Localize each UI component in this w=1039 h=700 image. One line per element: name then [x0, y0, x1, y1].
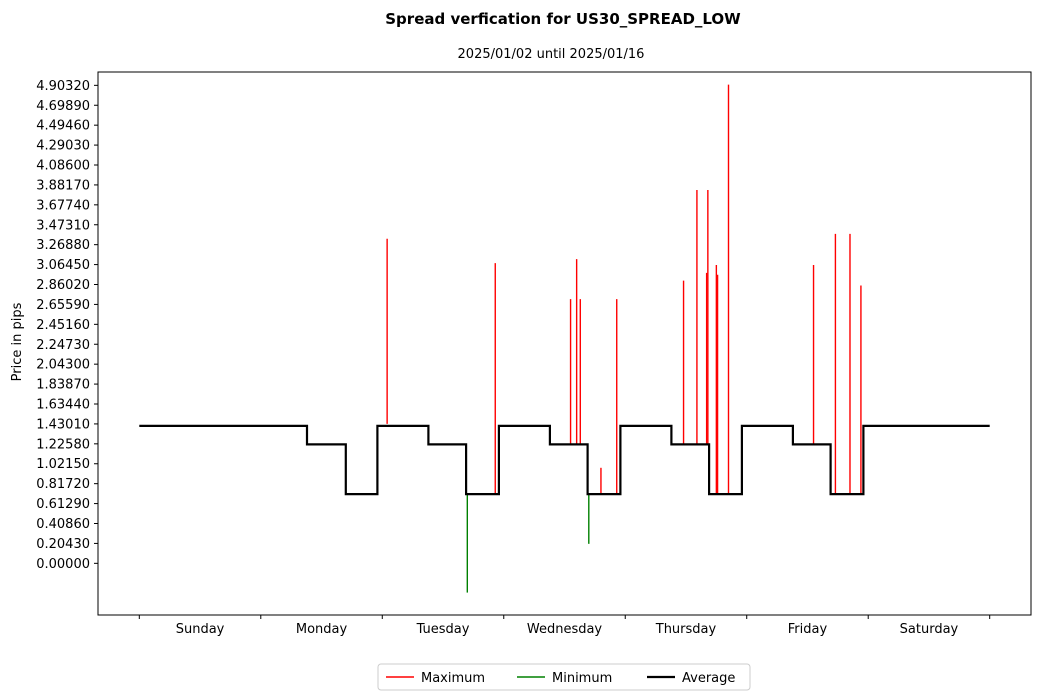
- chart-subtitle: 2025/01/02 until 2025/01/16: [458, 47, 645, 62]
- y-tick-label: 0.20430: [36, 537, 90, 552]
- y-tick-label: 2.24730: [36, 338, 90, 353]
- y-tick-label: 3.26880: [36, 238, 90, 253]
- legend-label-minimum: Minimum: [552, 671, 612, 686]
- legend-label-maximum: Maximum: [421, 671, 485, 686]
- y-tick-label: 4.08600: [36, 159, 90, 174]
- y-tick-label: 2.04300: [36, 358, 90, 373]
- plot-area-frame: [97, 71, 1032, 616]
- x-day-label: Wednesday: [527, 622, 603, 637]
- x-day-label: Tuesday: [416, 622, 470, 637]
- y-tick-label: 1.83870: [36, 378, 90, 393]
- x-day-label: Friday: [788, 622, 828, 637]
- y-tick-label: 0.40860: [36, 517, 90, 532]
- y-tick-label: 3.06450: [36, 258, 90, 273]
- y-tick-label: 3.67740: [36, 198, 90, 213]
- x-day-label: Saturday: [900, 622, 959, 637]
- legend-label-average: Average: [682, 671, 735, 686]
- y-tick-label: 1.02150: [36, 457, 90, 472]
- chart-title: Spread verfication for US30_SPREAD_LOW: [385, 10, 741, 28]
- y-tick-label: 2.65590: [36, 298, 90, 313]
- legend-box: [377, 663, 751, 691]
- y-axis-ticks: 0.00000 0.20430 0.40860 0.61290 0.81720 1.021…: [36, 79, 98, 572]
- y-tick-label: 4.49460: [36, 119, 90, 134]
- y-tick-label: 1.63440: [36, 398, 90, 413]
- y-tick-label: 1.22580: [36, 437, 90, 452]
- x-axis-ticks: [138, 615, 991, 619]
- average-line: [139, 424, 990, 496]
- y-tick-label: 4.69890: [36, 99, 90, 114]
- y-tick-label: 3.47310: [36, 218, 90, 233]
- x-axis-day-labels: Sunday Monday Tuesday Wednesday Thursday Frid…: [176, 622, 959, 637]
- y-tick-label: 0.00000: [36, 557, 90, 572]
- x-day-label: Sunday: [176, 622, 225, 637]
- y-tick-label: 0.81720: [36, 477, 90, 492]
- series-layer: [139, 84, 990, 593]
- y-tick-label: 0.61290: [36, 497, 90, 512]
- y-tick-label: 2.86020: [36, 278, 90, 293]
- y-axis-label: Price in pips: [10, 302, 25, 381]
- y-tick-label: 3.88170: [36, 178, 90, 193]
- x-day-label: Monday: [296, 622, 348, 637]
- y-tick-label: 4.90320: [36, 79, 90, 94]
- legend: Maximum Minimum Average: [377, 663, 751, 691]
- y-tick-label: 4.29030: [36, 139, 90, 154]
- x-day-label: Thursday: [655, 622, 717, 637]
- y-tick-label: 1.43010: [36, 417, 90, 432]
- y-tick-label: 2.45160: [36, 318, 90, 333]
